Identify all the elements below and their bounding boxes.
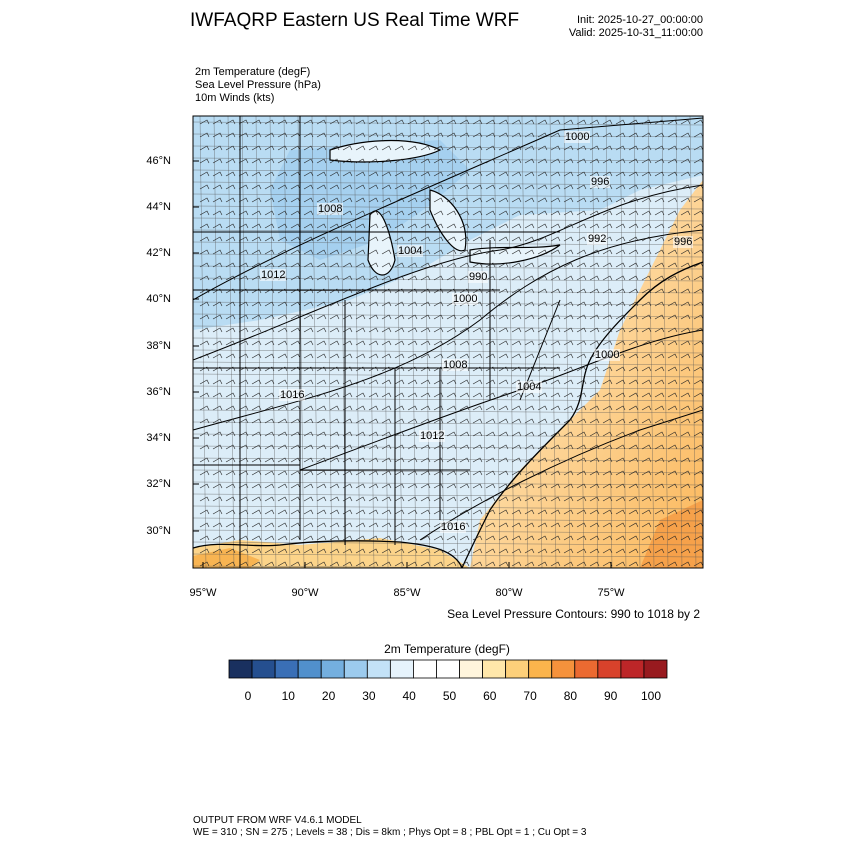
pressure-label: 1000 — [564, 131, 591, 143]
map-title: IWFAQRP Eastern US Real Time WRF — [190, 10, 520, 31]
lat-label: 30°N — [146, 525, 171, 537]
great-lakes — [329, 139, 561, 276]
colorbar-swatch — [297, 659, 322, 679]
lat-label: 32°N — [146, 478, 171, 490]
colorbar-tick-label: 40 — [402, 689, 416, 703]
lat-label: 44°N — [146, 201, 171, 213]
colorbar-tick-label: 100 — [640, 689, 662, 703]
pressure-label: 1008 — [317, 203, 344, 215]
colorbar-swatch — [551, 659, 576, 679]
pressure-label: 990 — [468, 271, 489, 283]
axis-ticks — [193, 160, 612, 568]
colorbar-tick-label: 90 — [604, 689, 618, 703]
hot-region — [640, 500, 703, 568]
warm-region — [470, 180, 703, 568]
pressure-label: 996 — [673, 236, 694, 248]
colorbar-tick-label: 0 — [244, 689, 252, 703]
coastline — [461, 261, 703, 568]
colorbar-tick-label: 30 — [362, 689, 376, 703]
pressure-label: 992 — [587, 233, 608, 245]
model-info-line1: OUTPUT FROM WRF V4.6.1 MODEL — [193, 815, 362, 826]
colorbar-tick-label: 80 — [563, 689, 578, 703]
colorbar-tick-label: 70 — [523, 689, 537, 703]
lon-label: 95°W — [189, 587, 217, 599]
valid-time: Valid: 2025-10-31_11:00:00 — [568, 27, 703, 39]
pressure-label: 1012 — [419, 430, 446, 442]
colorbar-swatch — [482, 659, 507, 679]
lat-label: 46°N — [146, 155, 171, 167]
pressure-label: 996 — [590, 176, 611, 188]
lat-label: 38°N — [146, 340, 171, 352]
colorbar-tick-label: 60 — [483, 689, 497, 703]
lon-label: 75°W — [597, 587, 625, 599]
lon-label: 80°W — [495, 587, 523, 599]
colorbar-swatch — [389, 659, 414, 679]
colorbar-swatch — [413, 659, 437, 679]
gulf-coastline — [193, 540, 463, 568]
pressure-label: 1004 — [516, 381, 543, 393]
colorbar-tick-label: 20 — [321, 689, 336, 703]
pressure-label: 1016 — [440, 521, 467, 533]
lon-label: 90°W — [291, 587, 319, 599]
colorbar-swatch — [436, 659, 460, 679]
pressure-label: 1000 — [452, 293, 479, 305]
lon-label: 85°W — [393, 587, 421, 599]
map-frame — [192, 115, 704, 569]
colorbar-swatch — [528, 659, 553, 679]
colorbar-swatch — [343, 659, 368, 679]
colorbar — [228, 659, 668, 679]
pressure-label: 1004 — [397, 245, 424, 257]
colorbar-title: 2m Temperature (degF) — [384, 642, 510, 656]
colorbar-tick-label: 10 — [281, 689, 295, 703]
colorbar-swatch — [574, 659, 599, 679]
county-grid — [193, 116, 703, 568]
field-label-winds: 10m Winds (kts) — [195, 92, 275, 104]
colorbar-swatch — [320, 659, 345, 679]
colorbar-swatch — [459, 659, 483, 679]
init-time: Init: 2025-10-27_00:00:00 — [577, 14, 703, 26]
colorbar-swatch — [597, 659, 622, 679]
pressure-label: 1016 — [279, 389, 306, 401]
wind-barbs — [199, 119, 703, 567]
colorbar-tick-label: 50 — [442, 689, 457, 703]
pressure-label: 1008 — [442, 359, 469, 371]
colorbar-swatch — [505, 659, 530, 679]
colorbar-swatch — [274, 659, 299, 679]
lat-label: 40°N — [146, 293, 171, 305]
gulf-hot-region — [193, 548, 260, 568]
lat-label: 42°N — [146, 247, 171, 259]
coldest-region — [270, 140, 470, 260]
contour-note: Sea Level Pressure Contours: 990 to 1018… — [447, 607, 700, 621]
model-info-line2: WE = 310 ; SN = 275 ; Levels = 38 ; Dis … — [193, 827, 587, 838]
colorbar-swatch — [228, 659, 253, 679]
lat-label: 36°N — [146, 386, 171, 398]
colorbar-swatch — [620, 659, 645, 679]
colorbar-swatch — [366, 659, 391, 679]
pressure-label: 1012 — [260, 269, 287, 281]
colorbar-swatch — [643, 659, 668, 679]
field-label-pressure: Sea Level Pressure (hPa) — [195, 79, 321, 91]
pressure-label: 1000 — [594, 349, 621, 361]
field-label-temperature: 2m Temperature (degF) — [195, 66, 311, 78]
lat-label: 34°N — [146, 432, 171, 444]
colorbar-swatch — [251, 659, 276, 679]
